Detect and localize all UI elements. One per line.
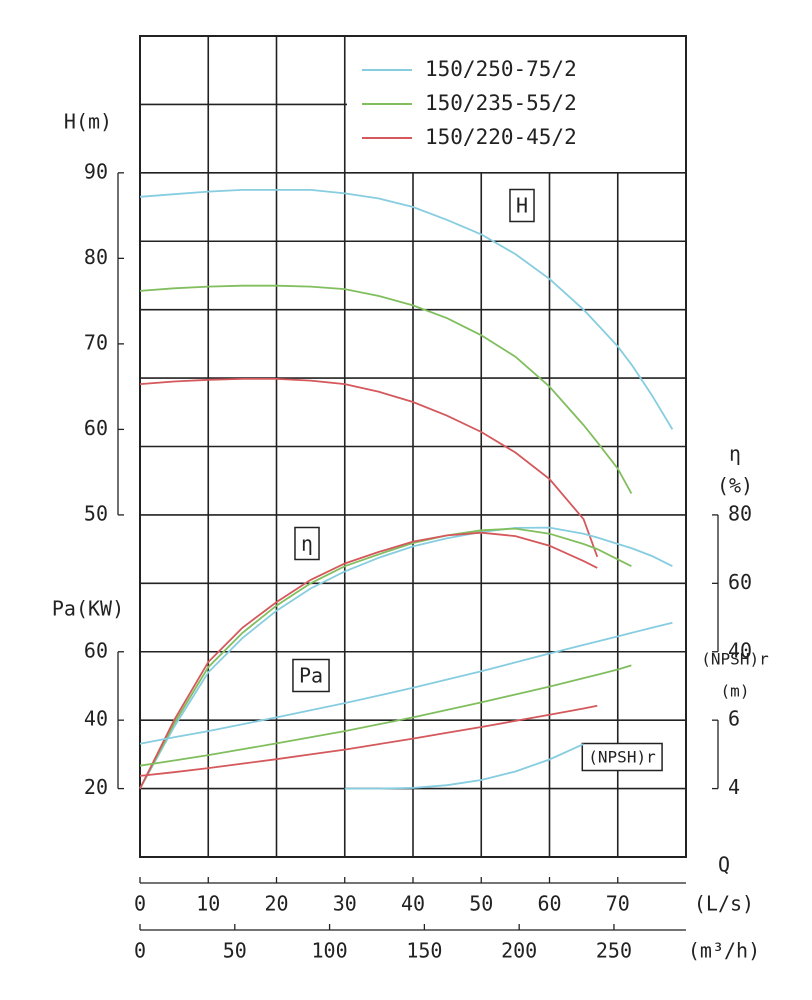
x-tick-label: 30: [333, 892, 357, 916]
curve: [139, 526, 673, 790]
y-tick-label: 60: [84, 416, 108, 440]
y-tick-label: 40: [728, 638, 752, 662]
curve-label: (NPSH)r: [588, 748, 656, 767]
x-axis-unit: (L/s): [694, 892, 754, 916]
y-tick-label: 60: [728, 570, 752, 594]
y-axis-label: (%): [717, 473, 753, 497]
curve: [139, 378, 599, 558]
legend-label: 150/220-45/2: [425, 125, 577, 149]
x-axis-label: Q: [718, 853, 730, 877]
y-axis-label: (m): [721, 682, 750, 701]
curve: [139, 531, 598, 790]
x2-tick-label: 200: [501, 939, 537, 963]
y-tick-label: 90: [84, 159, 108, 183]
x-tick-label: 70: [606, 892, 630, 916]
x2-tick-label: 50: [223, 939, 247, 963]
y-tick-label: 6: [728, 707, 740, 731]
curve: [344, 743, 584, 790]
y-axis-label: Pa(KW): [52, 596, 124, 620]
curve-label-box: [294, 526, 320, 561]
y-tick-label: 70: [84, 330, 108, 354]
x-tick-label: 20: [264, 892, 288, 916]
curve: [139, 189, 674, 430]
y-axis-label: η: [729, 441, 741, 465]
y-tick-label: 40: [84, 707, 108, 731]
x2-tick-label: 100: [312, 939, 348, 963]
curve-label: H: [516, 194, 528, 218]
y-axis-label: H(m): [64, 109, 112, 133]
y-tick-label: 4: [728, 775, 740, 799]
x2-tick-label: 0: [134, 939, 146, 963]
y-tick-label: 20: [84, 775, 108, 799]
y-tick-label: 80: [84, 245, 108, 269]
y-axis-label: (NPSH)r: [701, 650, 769, 669]
curve: [139, 527, 632, 790]
x-tick-label: 40: [401, 892, 425, 916]
x2-tick-label: 250: [596, 939, 632, 963]
x-tick-label: 10: [196, 892, 220, 916]
y-tick-label: 50: [84, 501, 108, 525]
legend-label: 150/250-75/2: [425, 57, 577, 81]
y-tick-label: 80: [728, 501, 752, 525]
x-tick-label: 50: [469, 892, 493, 916]
x-tick-label: 60: [537, 892, 561, 916]
curve-label: Pa: [299, 664, 323, 688]
curve: [139, 704, 598, 777]
curve-label-box: [292, 658, 330, 693]
x2-tick-label: 150: [406, 939, 442, 963]
curve: [139, 621, 673, 745]
legend-label: 150/235-55/2: [425, 91, 577, 115]
y-tick-label: 60: [84, 638, 108, 662]
curve-label-box: [509, 188, 535, 223]
x2-axis-unit: (m³/h): [688, 939, 760, 963]
curve: [139, 664, 632, 767]
curve-label-box: [581, 742, 663, 772]
curve-label: η: [301, 532, 313, 556]
x-tick-label: 0: [134, 892, 146, 916]
curve: [139, 284, 633, 494]
